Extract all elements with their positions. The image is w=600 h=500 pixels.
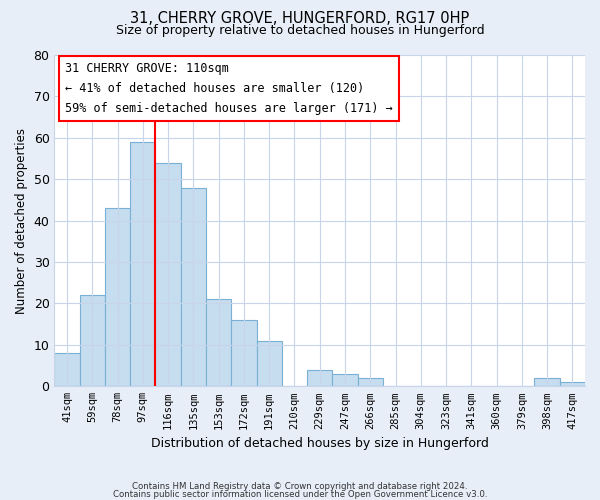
Bar [105,208,130,386]
Bar [130,142,155,386]
Text: 31 CHERRY GROVE: 110sqm
← 41% of detached houses are smaller (120)
59% of semi-d: 31 CHERRY GROVE: 110sqm ← 41% of detache… [65,62,393,114]
Bar [55,353,80,386]
Bar [206,300,231,386]
Text: Contains public sector information licensed under the Open Government Licence v3: Contains public sector information licen… [113,490,487,499]
Bar [307,370,332,386]
Bar [181,188,206,386]
Bar [332,374,358,386]
Bar [155,162,181,386]
Bar [535,378,560,386]
Bar [257,341,282,386]
Text: 31, CHERRY GROVE, HUNGERFORD, RG17 0HP: 31, CHERRY GROVE, HUNGERFORD, RG17 0HP [130,11,470,26]
Bar [231,320,257,386]
Text: Size of property relative to detached houses in Hungerford: Size of property relative to detached ho… [116,24,484,37]
X-axis label: Distribution of detached houses by size in Hungerford: Distribution of detached houses by size … [151,437,488,450]
Y-axis label: Number of detached properties: Number of detached properties [15,128,28,314]
Text: Contains HM Land Registry data © Crown copyright and database right 2024.: Contains HM Land Registry data © Crown c… [132,482,468,491]
Bar [358,378,383,386]
Bar [80,295,105,386]
Bar [560,382,585,386]
